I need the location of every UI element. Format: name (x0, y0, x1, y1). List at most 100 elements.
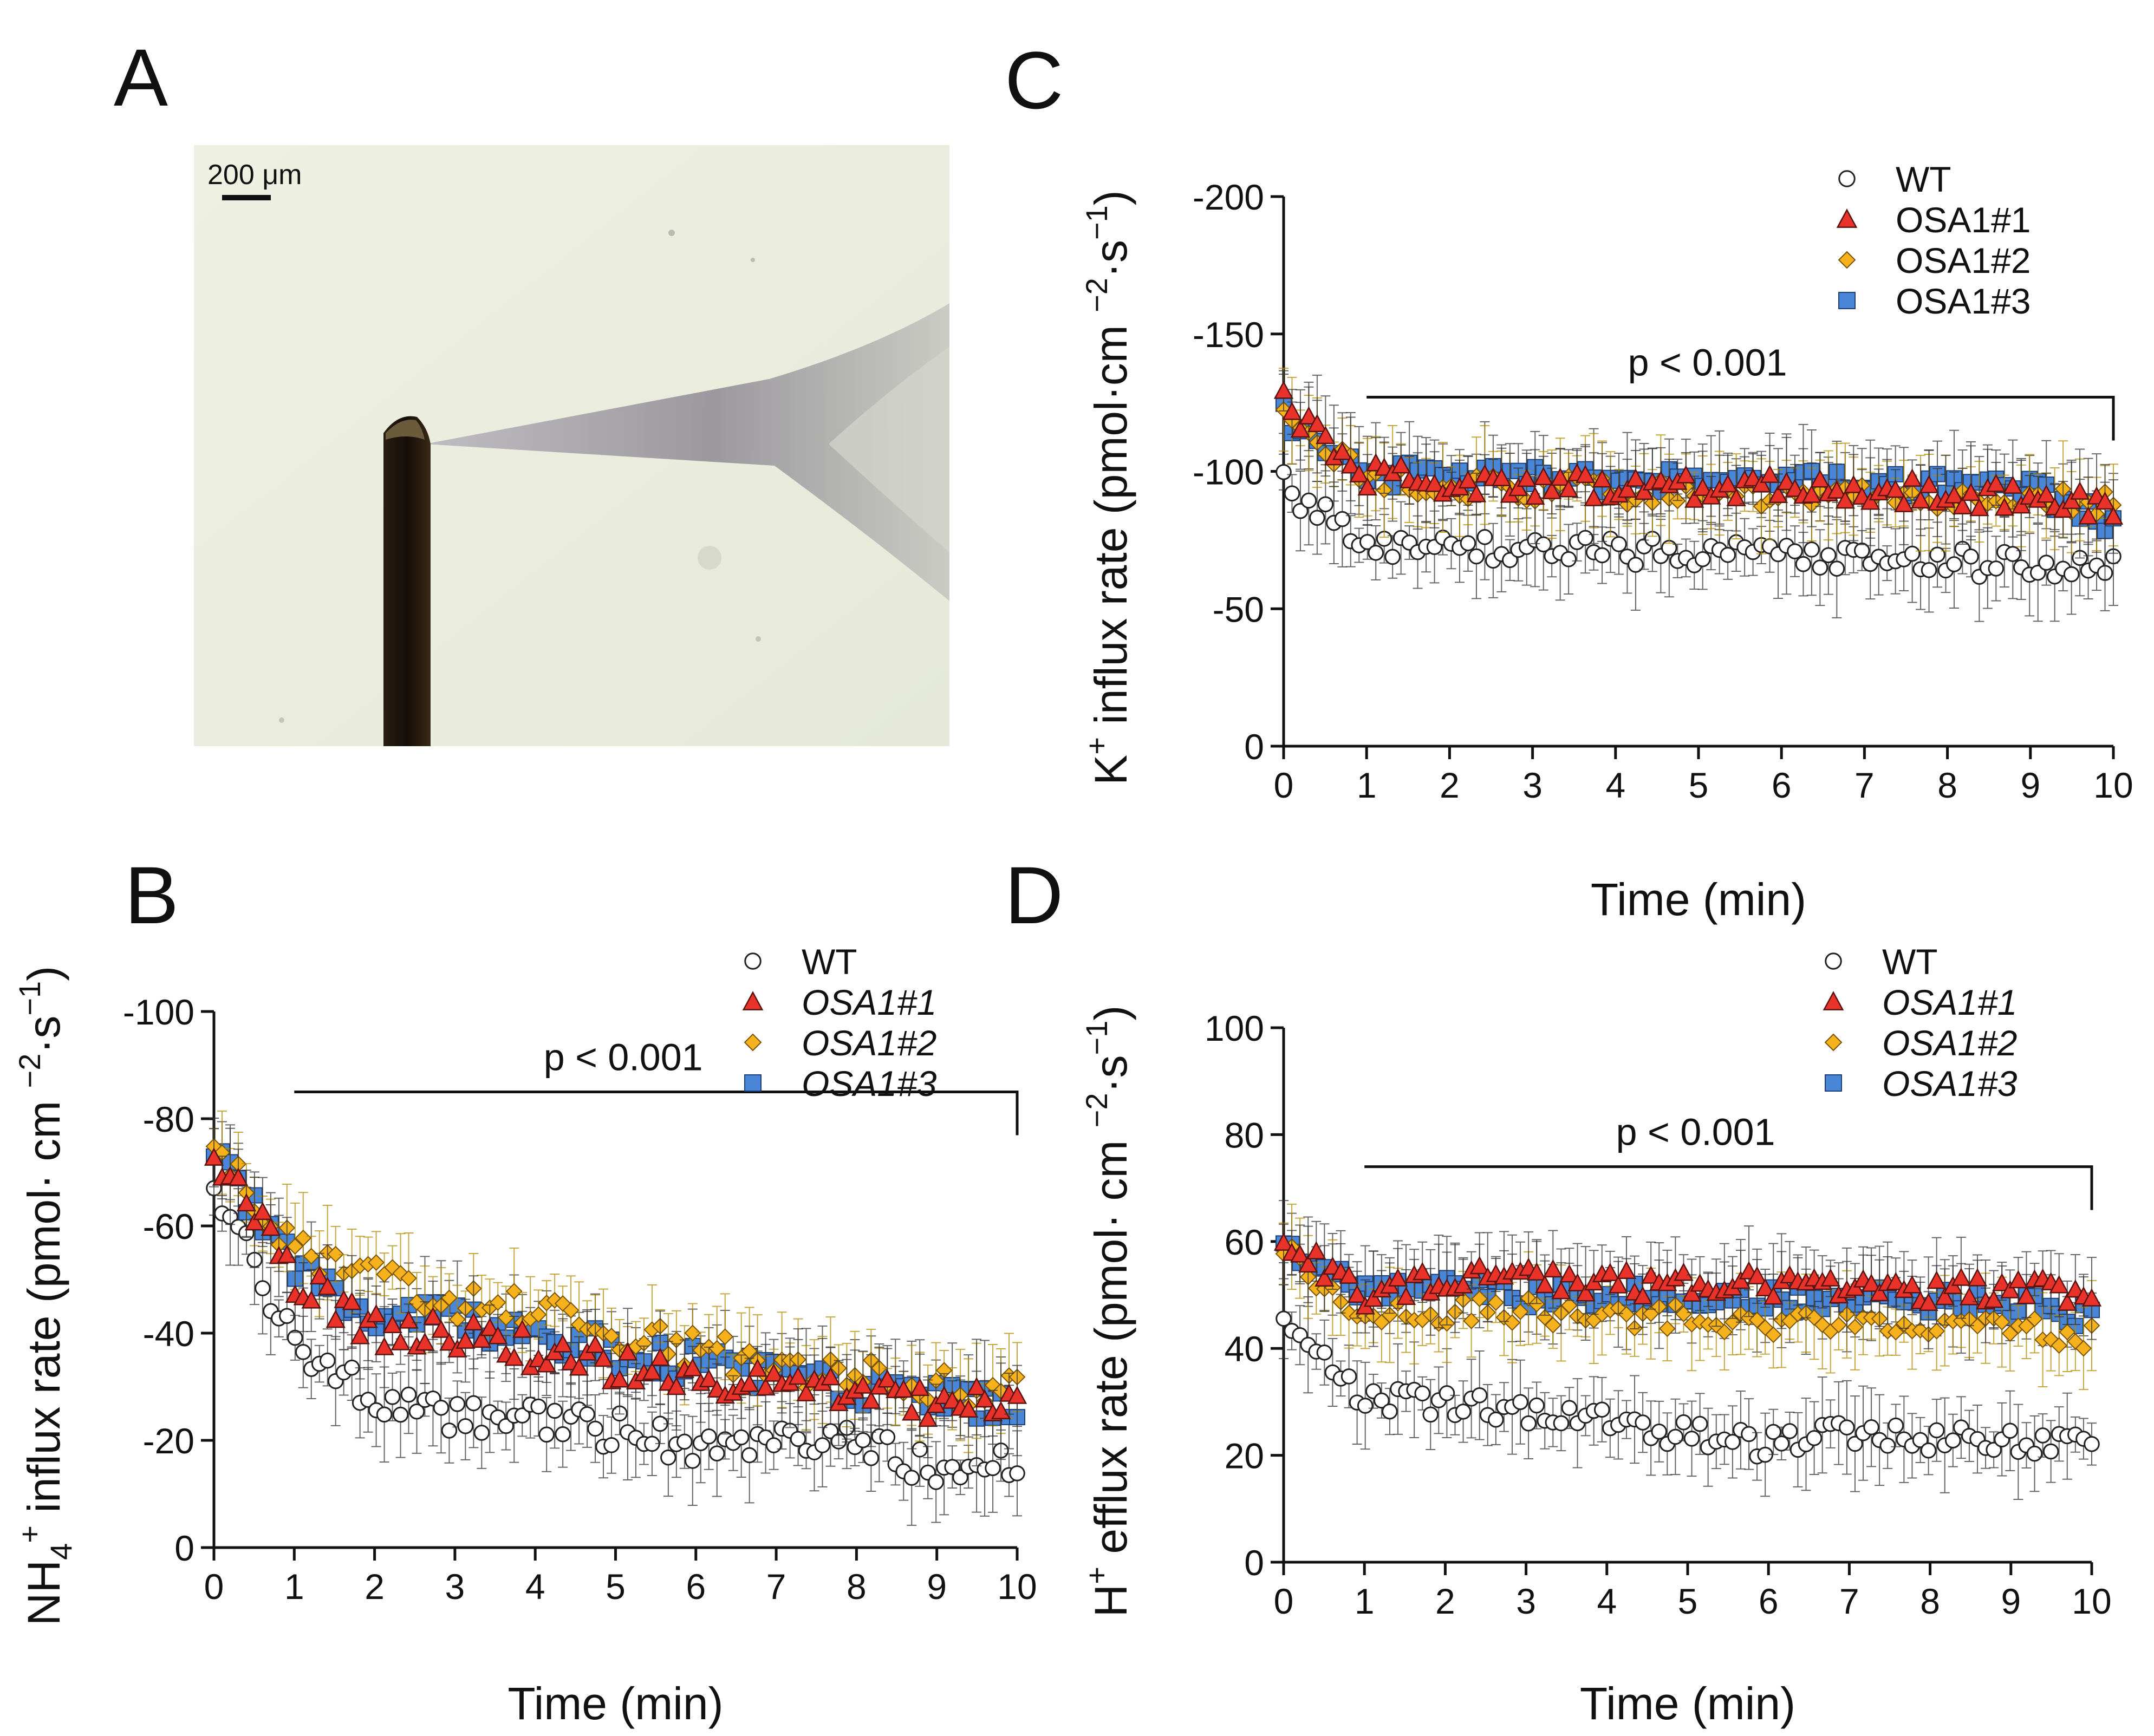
series-osa1-1 (1273, 1200, 2102, 1349)
x-tick-label: 7 (1854, 765, 1875, 805)
x-tick-label: 3 (1516, 1581, 1536, 1621)
data-point (255, 1280, 271, 1296)
data-point (756, 1377, 776, 1396)
y-tick-label: -80 (143, 1099, 194, 1139)
data-point (1830, 1316, 1847, 1334)
data-point (1988, 560, 2005, 577)
data-point (2026, 1310, 2043, 1327)
data-point (617, 1342, 638, 1361)
data-point (1747, 1266, 1767, 1284)
data-point (666, 1376, 687, 1395)
data-point (342, 1291, 362, 1310)
significance-line (1366, 395, 2115, 441)
x-tick-label: 4 (525, 1567, 545, 1607)
data-point (717, 1328, 734, 1346)
legend-label: OSA1#3 (1896, 281, 2031, 321)
data-point (2075, 1340, 2092, 1357)
data-point (1535, 536, 1552, 553)
data-point (261, 1217, 281, 1236)
data-point (642, 1361, 662, 1380)
data-point (1468, 548, 1485, 565)
series-osa1-1 (204, 1127, 1027, 1460)
data-point (295, 1344, 311, 1360)
series-wt (1276, 1278, 2100, 1500)
data-point (2011, 495, 2031, 514)
data-point (985, 1460, 1001, 1477)
data-point (1382, 1403, 1398, 1420)
legend-marker (1824, 1033, 1843, 1052)
data-point (1839, 1419, 1855, 1435)
data-point (1458, 470, 1478, 489)
data-point (1575, 465, 1596, 484)
x-tick-label: 9 (2001, 1581, 2021, 1621)
data-point (2078, 506, 2098, 525)
data-point (392, 1406, 409, 1423)
data-point (1961, 482, 1981, 501)
x-tick-label: 0 (1274, 765, 1294, 805)
data-point (1316, 1345, 1333, 1361)
y-axis-title: H+ efflux rate (pmol· cm −2·s−1) (1079, 1006, 1136, 1617)
x-axis-title: Time (min) (1580, 1678, 1795, 1729)
legend-marker (1823, 991, 1844, 1010)
data-point (1332, 441, 1352, 460)
x-tick-label: 4 (1597, 1581, 1617, 1621)
y-tick-label: -40 (143, 1314, 194, 1354)
data-point (441, 1422, 458, 1439)
data-point (538, 1426, 555, 1443)
data-point (1593, 1401, 1610, 1418)
data-point (1928, 1322, 1945, 1340)
legend-label: OSA1#3 (802, 1063, 937, 1104)
data-point (287, 1238, 304, 1255)
data-point (1282, 401, 1302, 420)
data-point (788, 1366, 808, 1385)
data-point (1944, 485, 1964, 504)
data-point (1879, 1438, 1896, 1454)
data-point (1846, 1319, 1864, 1336)
x-tick-label: 10 (997, 1567, 1037, 1607)
x-tick-label: 8 (847, 1567, 867, 1607)
data-point (1781, 1423, 1798, 1439)
data-point (1617, 479, 1637, 498)
y-tick-label: -100 (1193, 452, 1264, 492)
x-tick-label: 2 (365, 1567, 385, 1607)
data-point (1768, 485, 1788, 504)
data-point (350, 1326, 370, 1345)
data-point (1455, 1404, 1472, 1420)
data-point (1730, 1270, 1751, 1289)
data-point (676, 1433, 693, 1450)
data-point (1902, 468, 1922, 487)
scale-bar (222, 195, 271, 200)
data-point (2059, 1323, 2076, 1341)
y-tick-label: 20 (1225, 1436, 1264, 1476)
data-point (1608, 1275, 1629, 1294)
data-point (360, 1392, 376, 1408)
data-point (2002, 1422, 2019, 1439)
data-point (1928, 1422, 1945, 1439)
y-tick-label: 80 (1225, 1115, 1264, 1155)
data-point (204, 1147, 224, 1166)
data-point (1820, 1268, 1840, 1287)
data-point (555, 1426, 571, 1443)
legend-label: OSA1#2 (1896, 240, 2031, 280)
series-osa1-1 (1273, 370, 2124, 557)
data-point (1290, 1244, 1310, 1263)
data-point (1635, 1414, 1651, 1431)
y-tick-label: -100 (123, 992, 194, 1032)
data-point (1893, 494, 1914, 512)
data-point (1316, 426, 1336, 445)
chart-c: 0 1 2 3 4 5 6 7 8 9 10 0 -50 -100 -150 -200 Time (min) K+… (1079, 159, 2133, 925)
data-point (1676, 465, 1696, 484)
data-point (1787, 543, 1803, 559)
data-point (1682, 1283, 1702, 1302)
x-tick-label: 1 (1357, 765, 1377, 805)
data-point (497, 1309, 515, 1326)
data-point (2005, 546, 2021, 562)
data-point (376, 1406, 393, 1423)
legend-label: OSA1#2 (1882, 1023, 2018, 1063)
data-point (579, 1406, 595, 1422)
data-point (472, 1329, 492, 1348)
data-point (1986, 1441, 2002, 1458)
